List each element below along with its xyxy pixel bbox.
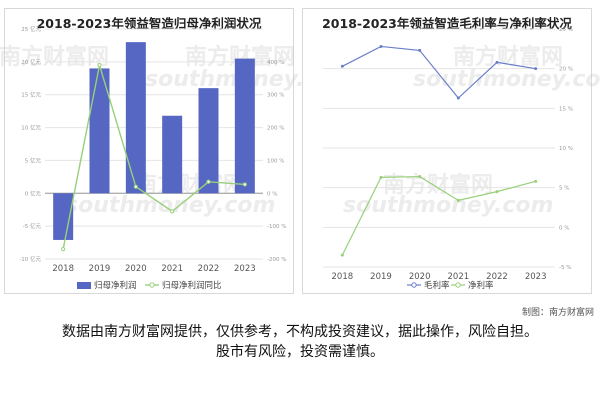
line-net-margin — [341, 175, 536, 256]
legend-swatch-bar — [77, 282, 91, 289]
x-tick-label: 2022 — [198, 264, 220, 274]
net-profit-chart: -10 亿元 -5 亿元 0 亿元 5 亿元 10 亿元 15 亿元 20 亿元 25 亿元 -… — [19, 25, 286, 291]
y-tick-label: 25 % — [559, 27, 573, 33]
point-net-margin — [495, 190, 499, 194]
point-yoy — [97, 63, 102, 68]
y-tick-label: 0 % — [559, 225, 569, 231]
point-net-margin — [418, 175, 422, 179]
y2-tick-label: -200 % — [267, 257, 286, 263]
line-gross-margin — [342, 45, 536, 99]
bar-net-profit — [162, 115, 183, 194]
legend-label: 归母净利润同比 — [162, 280, 222, 291]
y-tick-label: 5 % — [559, 186, 569, 192]
y2-tick-label: 100 % — [267, 158, 284, 164]
point-yoy — [61, 247, 66, 252]
y-tick-label: 15 亿元 — [21, 91, 41, 99]
x-tick-label: 2020 — [409, 272, 431, 282]
point-yoy — [133, 184, 138, 189]
chart-credit: 制图：南方财富网 — [521, 308, 594, 318]
point-gross-margin — [495, 60, 499, 64]
x-tick-label: 2021 — [448, 272, 470, 282]
y-tick-label: 20 亿元 — [21, 58, 41, 66]
point-yoy — [206, 179, 211, 184]
legend-label: 毛利率 — [424, 280, 450, 291]
line-yoy — [62, 64, 245, 250]
point-gross-margin — [379, 44, 383, 48]
legend-swatch-marker — [149, 282, 155, 288]
chart-title: 2018-2023年领益智造归母净利润状况 — [36, 16, 262, 31]
margin-chart: -5 % 0 % 5 % 10 % 15 % 20 % 25 % 2018 2019 2020 20… — [323, 27, 573, 291]
y2-tick-label: 0 % — [267, 191, 277, 197]
y-tick-label: 10 % — [559, 146, 573, 152]
bar-net-profit — [125, 42, 146, 194]
y-tick-label: 15 % — [559, 106, 573, 112]
y2-tick-label: -100 % — [267, 224, 286, 230]
point-gross-margin — [534, 67, 538, 71]
x-tick-label: 2023 — [234, 264, 256, 274]
point-net-margin — [379, 175, 383, 179]
bar-net-profit — [234, 58, 255, 194]
disclaimer-line-2: 股市有风险，投资需谨慎。 — [216, 344, 384, 360]
legend-label: 净利率 — [468, 280, 494, 291]
bar-net-profit — [198, 88, 219, 194]
y-tick-label: -10 亿元 — [19, 255, 41, 263]
legend-label: 归母净利润 — [94, 280, 137, 291]
y2-tick-label: 300 % — [267, 93, 284, 99]
x-tick-label: 2023 — [525, 272, 547, 282]
y-tick-label: 10 亿元 — [21, 124, 41, 132]
x-tick-label: 2022 — [486, 272, 508, 282]
y-tick-label: 20 % — [559, 67, 573, 73]
y-tick-label: -5 % — [559, 265, 571, 271]
x-tick-label: 2019 — [370, 272, 392, 282]
x-tick-label: 2018 — [52, 264, 74, 274]
y2-tick-label: 400 % — [267, 60, 284, 66]
margin-chart-panel: 南方财富网 southmoney.com 南方财富网 southmoney.co… — [302, 8, 600, 294]
x-tick-label: 2019 — [89, 264, 111, 274]
legend-swatch-marker — [455, 282, 461, 288]
point-yoy — [242, 182, 247, 187]
point-net-margin — [340, 253, 344, 257]
point-gross-margin — [340, 64, 344, 68]
disclaimer: 数据由南方财富网提供，仅供参考，不构成投资建议，据此操作，风险自担。 股市有风险… — [0, 322, 600, 362]
y-tick-label: 0 亿元 — [25, 189, 42, 197]
point-gross-margin — [418, 48, 422, 52]
net-profit-chart-panel: 南方财富网 南方财富网 southmoney.com 南方财富网 southmo… — [0, 8, 355, 294]
disclaimer-line-1: 数据由南方财富网提供，仅供参考，不构成投资建议，据此操作，风险自担。 — [62, 324, 538, 340]
legend-swatch-marker — [411, 282, 417, 288]
x-tick-label: 2021 — [161, 264, 183, 274]
bar-net-profit — [89, 68, 110, 194]
point-gross-margin — [456, 96, 460, 100]
y2-tick-label: 200 % — [267, 126, 284, 132]
x-tick-label: 2020 — [125, 264, 147, 274]
point-net-margin — [534, 179, 538, 183]
y-tick-label: -5 亿元 — [23, 222, 42, 230]
point-yoy — [170, 209, 175, 214]
y-tick-label: 5 亿元 — [25, 156, 42, 164]
chart-title: 2018-2023年领益智造毛利率与净利率状况 — [322, 16, 572, 31]
point-net-margin — [456, 198, 460, 202]
bar-net-profit — [53, 193, 74, 240]
y-tick-label: 25 亿元 — [21, 25, 41, 33]
x-tick-label: 2018 — [332, 272, 354, 282]
